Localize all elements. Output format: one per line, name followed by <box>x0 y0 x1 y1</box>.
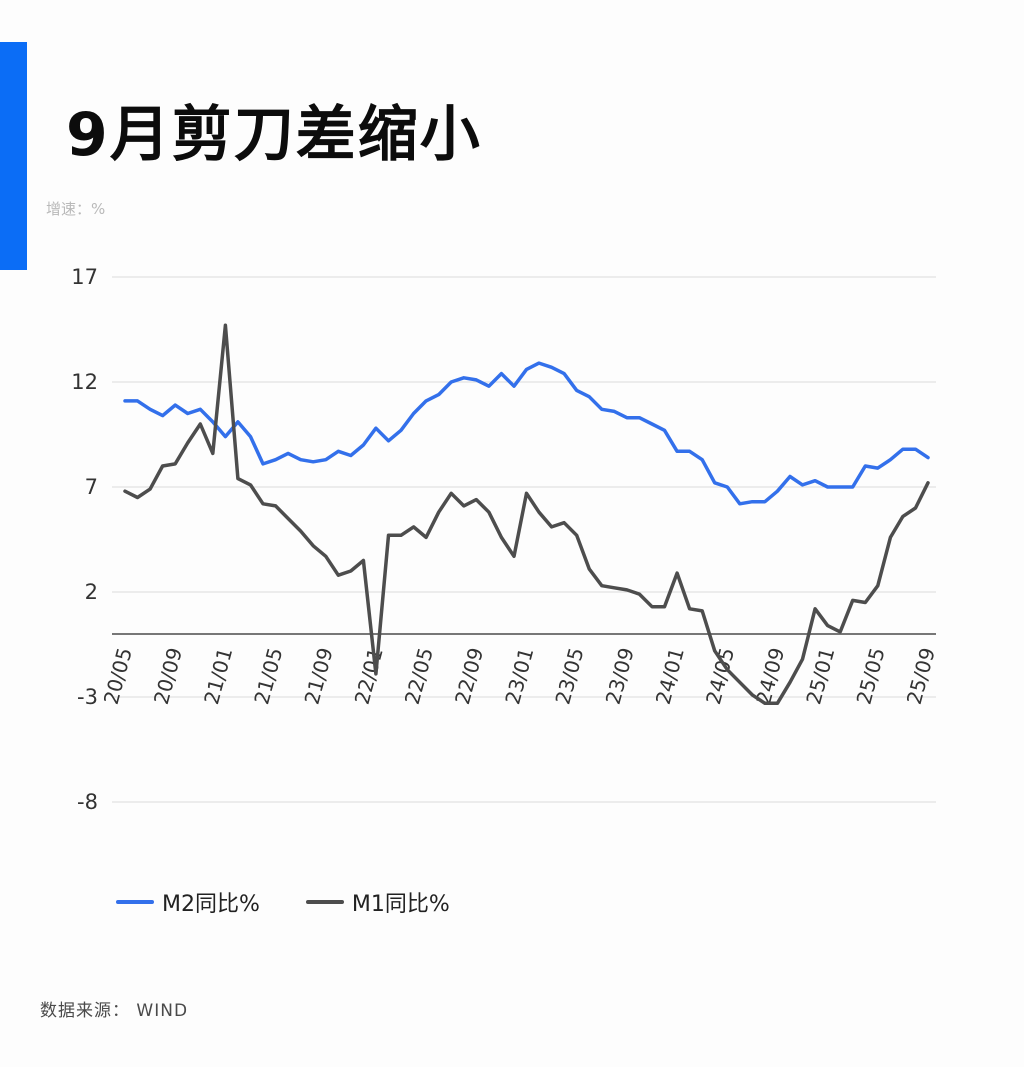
x-tick-label: 25/05 <box>852 645 890 707</box>
x-tick-label: 22/01 <box>350 645 388 707</box>
x-tick-label: 23/09 <box>601 645 639 707</box>
chart-legend: M2同比% M1同比% <box>116 886 450 918</box>
x-tick-label: 21/09 <box>300 645 338 707</box>
y-tick-label: 7 <box>85 475 98 499</box>
data-source: 数据来源： WIND <box>40 996 188 1021</box>
y-tick-label: 12 <box>71 370 98 394</box>
x-tick-label: 22/05 <box>400 645 438 707</box>
x-tick-label: 21/05 <box>249 645 287 707</box>
x-tick-label: 24/09 <box>751 645 789 707</box>
y-tick-label: -3 <box>77 685 98 709</box>
legend-item-m1: M1同比% <box>305 886 450 918</box>
x-tick-label: 20/09 <box>149 645 187 707</box>
y-axis-unit-label: 增速：% <box>46 200 106 218</box>
x-tick-label: 23/05 <box>550 645 588 707</box>
y-tick-label: 17 <box>71 265 98 289</box>
legend-label-m1: M1同比% <box>351 892 450 917</box>
legend-item-m2: M2同比% <box>116 886 260 918</box>
legend-label-m2: M2同比% <box>162 892 260 917</box>
x-tick-label: 20/05 <box>99 645 137 707</box>
y-tick-label: 2 <box>85 580 98 604</box>
y-tick-label: -8 <box>77 790 98 814</box>
accent-bar <box>0 42 27 270</box>
x-tick-label: 24/05 <box>701 645 739 707</box>
m2-line <box>123 361 930 506</box>
x-tick-label: 21/01 <box>199 645 237 707</box>
x-tick-label: 22/09 <box>450 645 488 707</box>
m2-line-swatch <box>116 900 154 904</box>
x-tick-label: 23/01 <box>500 645 538 707</box>
x-tick-label: 24/01 <box>651 645 689 707</box>
x-tick-label: 25/09 <box>902 645 940 707</box>
data-source-value: WIND <box>136 1001 189 1021</box>
x-tick-label: 25/01 <box>801 645 839 707</box>
data-source-label: 数据来源： <box>40 1001 130 1021</box>
m1-line-swatch <box>305 900 344 904</box>
page-title: 9月剪刀差缩小 <box>66 100 482 170</box>
m1-line <box>123 323 930 706</box>
